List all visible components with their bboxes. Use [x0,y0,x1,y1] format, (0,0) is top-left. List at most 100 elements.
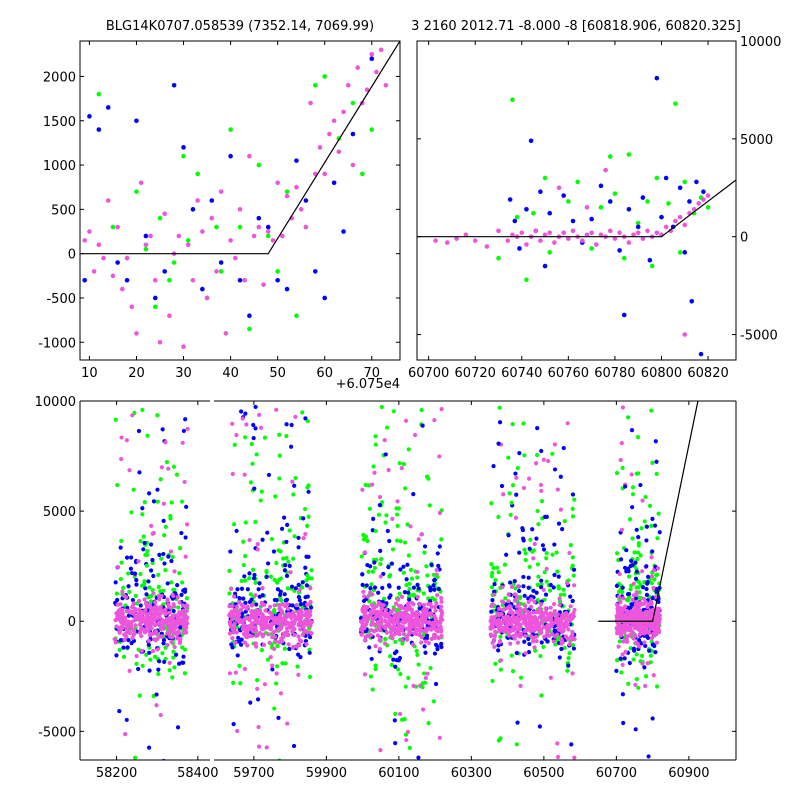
data-point [257,581,262,586]
outlier-point [439,406,444,412]
data-point [236,635,241,640]
data-point [528,633,533,639]
data-point [386,583,392,588]
data-point [384,630,389,635]
outlier-point [539,488,544,493]
outlier-point [123,732,128,737]
data-point [570,643,576,648]
data-point [496,648,501,653]
data-point [150,560,155,566]
data-point [317,145,323,150]
data-point [673,218,678,224]
data-point [121,645,126,650]
data-point [284,539,289,545]
outlier-point [390,516,395,521]
data-point [630,485,636,490]
data-point [247,326,252,332]
data-point [378,628,383,633]
data-point [361,589,366,594]
data-point [617,623,622,629]
outlier-point [382,438,387,443]
outlier-point [392,718,397,723]
data-point [181,145,186,150]
data-point [636,595,642,600]
data-point [146,638,152,644]
data-point [628,605,633,610]
data-point [548,605,553,610]
data-point [169,639,174,645]
data-point [265,224,271,230]
data-point [227,604,232,609]
data-point [118,545,123,550]
data-point [256,162,262,168]
data-point [157,607,162,612]
data-point [177,600,182,605]
outlier-point [243,411,248,416]
data-point [259,626,264,631]
data-point [304,578,309,583]
data-point [401,632,407,637]
data-point [245,643,250,648]
data-point [524,627,530,632]
data-point [272,706,277,711]
data-point [687,199,692,204]
data-point [115,597,120,603]
data-point [292,534,297,539]
x-tick-label: 30 [175,366,192,381]
data-point [121,621,126,627]
data-point [570,218,576,224]
data-point [233,670,238,675]
y-tick-label: 5000 [740,133,773,148]
data-point [308,630,313,635]
data-point [147,585,152,590]
data-point [360,171,365,177]
data-point [493,578,498,583]
data-point [406,553,411,558]
data-point [552,542,557,547]
data-point [544,579,549,584]
data-point [257,594,262,599]
data-point [364,583,369,588]
data-point [628,646,633,651]
data-point [516,622,521,627]
data-point [432,651,438,656]
data-point [306,514,311,519]
outlier-point [155,487,160,492]
data-point [407,607,412,612]
outlier-point [147,668,152,673]
outlier-point [565,783,569,787]
data-point [379,606,384,611]
data-point [110,273,116,279]
outlier-point [253,404,258,410]
data-point [172,569,177,574]
data-point [243,633,248,639]
data-point [300,580,305,585]
data-point [569,634,574,639]
data-point [649,574,655,579]
green-series [96,74,375,332]
data-point [138,571,143,577]
data-point [598,205,604,210]
outlier-point [154,692,159,697]
outlier-point [373,771,377,775]
data-point [397,591,402,596]
outlier-point [180,440,185,445]
data-point [647,602,652,607]
data-point [633,560,638,565]
data-point [234,604,240,609]
data-point [435,635,440,640]
data-point [369,633,374,638]
data-point [249,634,254,639]
data-point [145,602,150,607]
data-point [607,199,613,204]
data-point [682,179,688,185]
outlier-point [393,741,398,746]
magenta-series [82,47,389,350]
data-point [272,577,277,583]
data-point [290,603,295,608]
outlier-point [542,570,547,575]
data-point [181,153,186,159]
data-point [415,569,420,575]
data-point [524,621,529,626]
data-point [131,632,136,637]
